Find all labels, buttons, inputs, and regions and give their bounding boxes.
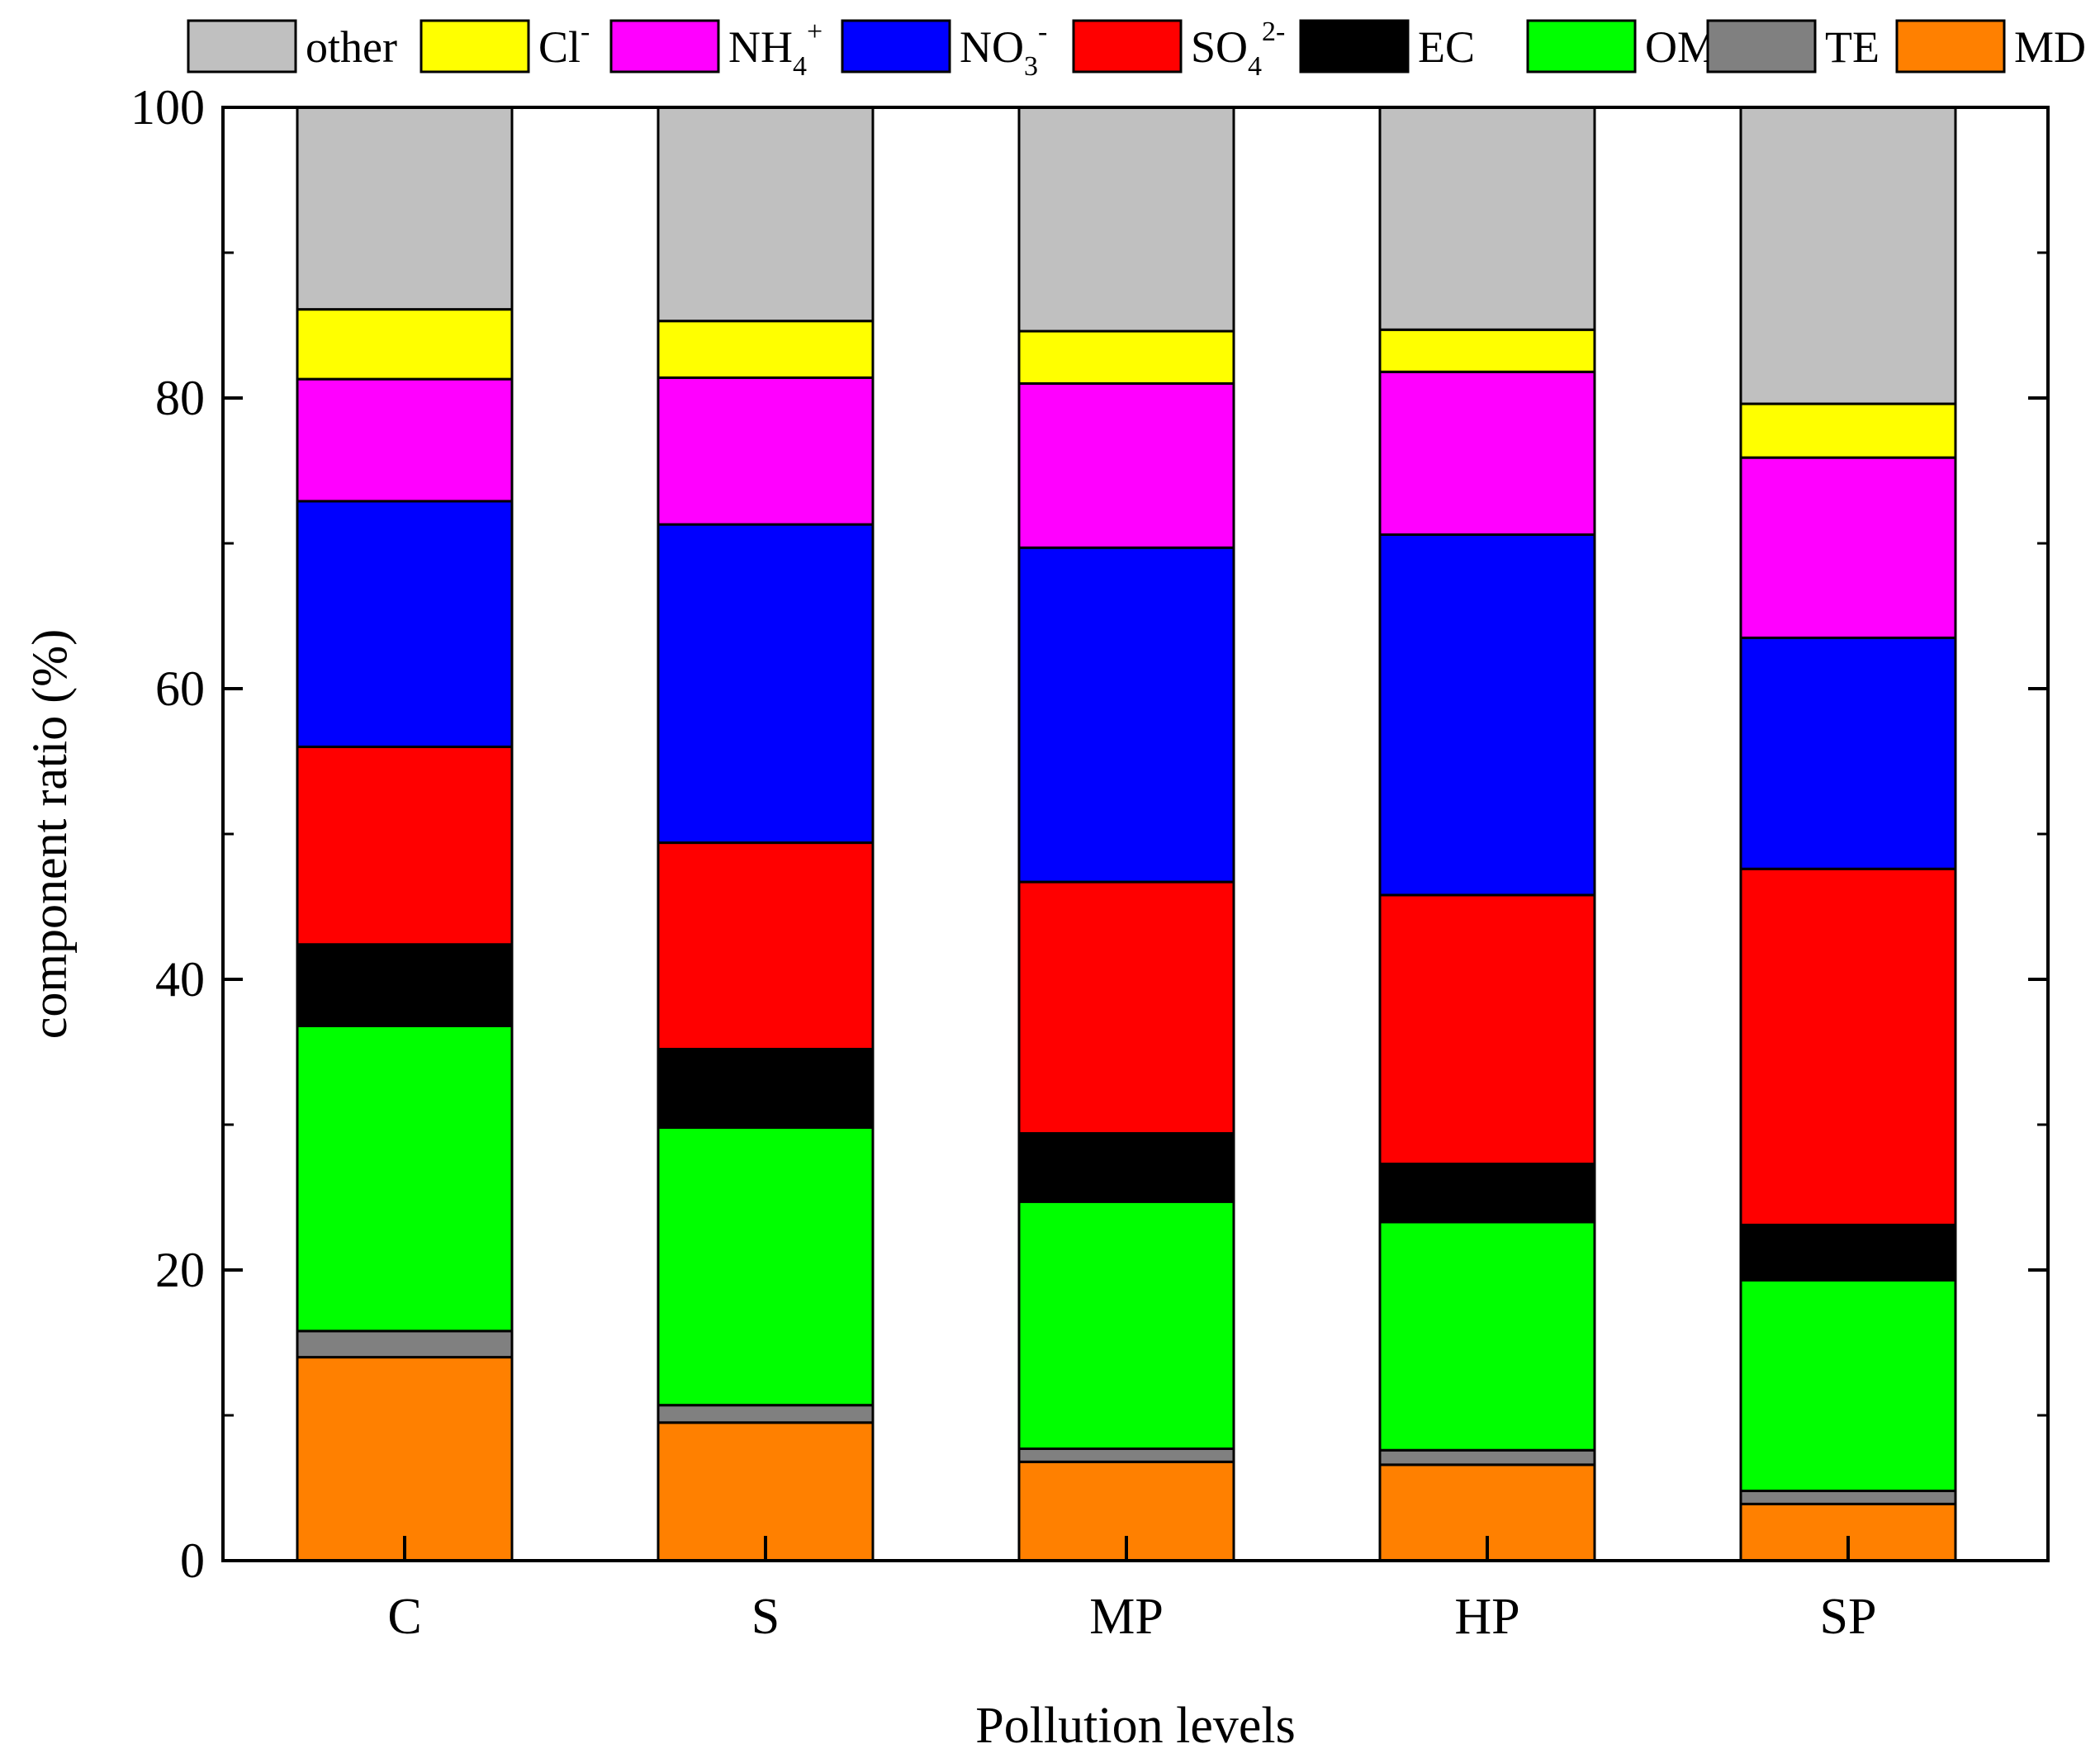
bar-segment-sp-no — [1739, 636, 1957, 870]
bar-segment-sp-te — [1739, 1490, 1957, 1505]
bar-segment-s-te — [657, 1404, 875, 1424]
bar-segment-s-cl — [657, 320, 875, 379]
bar-segment-c-no — [296, 500, 514, 748]
legend: other Cl- NH4+ NO3- SO42- EC OM TE MD — [187, 17, 2086, 82]
bar-segment-sp-nh — [1739, 456, 1957, 639]
bar-segment-s-so — [657, 841, 875, 1050]
legend-swatch-other — [187, 19, 297, 73]
legend-swatch-te — [1706, 19, 1817, 73]
bar-segment-mp-no — [1017, 546, 1235, 884]
y-axis-label: component ratio (%) — [22, 629, 77, 1040]
bar-segment-mp-te — [1017, 1447, 1235, 1463]
bar-segment-c-te — [296, 1329, 514, 1359]
bar-segment-hp-ec — [1378, 1163, 1596, 1224]
bar-segment-c-nh — [296, 377, 514, 503]
bar-segment-mp-om — [1017, 1200, 1235, 1450]
bar-segment-mp-ec — [1017, 1132, 1235, 1203]
x-axis: C S MP HP SP — [387, 1536, 1876, 1645]
bar-segment-sp-cl — [1739, 402, 1957, 459]
x-tick-label-mp: MP — [1089, 1589, 1164, 1645]
legend-label-cl: Cl- — [538, 17, 590, 72]
bar-segment-s-no — [657, 523, 875, 845]
bar-segment-mp-nh — [1017, 381, 1235, 549]
y-tick-label: 80 — [155, 371, 205, 425]
bar-segment-sp-ec — [1739, 1223, 1957, 1282]
legend-label-other: other — [306, 22, 397, 72]
legend-swatch-ec — [1299, 19, 1410, 73]
bar-segment-hp-other — [1378, 106, 1596, 331]
x-tick-label-s: S — [751, 1589, 780, 1645]
legend-label-ec: EC — [1418, 22, 1475, 72]
y-tick-label: 100 — [130, 80, 205, 135]
x-tick-label-c: C — [387, 1589, 421, 1645]
bar-segment-c-ec — [296, 943, 514, 1027]
legend-label-om: OM — [1645, 22, 1717, 72]
bar-segment-sp-om — [1739, 1278, 1957, 1493]
x-axis-label: Pollution levels — [975, 1698, 1296, 1754]
bar-segment-s-ec — [657, 1047, 875, 1130]
bar-segment-c-om — [296, 1024, 514, 1333]
y-tick-label: 20 — [155, 1243, 205, 1297]
bar-segment-c-other — [296, 106, 514, 311]
legend-label-no: NO3- — [960, 17, 1047, 82]
bar-segment-c-so — [296, 745, 514, 946]
legend-label-nh: NH4+ — [728, 17, 822, 82]
y-tick-label: 40 — [155, 952, 205, 1007]
bar-segment-s-other — [657, 106, 875, 323]
bar-segment-hp-om — [1378, 1220, 1596, 1452]
legend-swatch-nh — [609, 19, 720, 73]
bar-segment-hp-so — [1378, 893, 1596, 1166]
legend-swatch-so — [1072, 19, 1183, 73]
bar-segment-sp-so — [1739, 867, 1957, 1226]
bar-segment-mp-cl — [1017, 329, 1235, 385]
bar-segment-hp-cl — [1378, 328, 1596, 373]
legend-label-te: TE — [1825, 22, 1880, 72]
legend-swatch-no — [841, 19, 951, 73]
bar-segment-hp-nh — [1378, 370, 1596, 536]
bar-segment-mp-other — [1017, 106, 1235, 333]
y-axis: 0 20 40 60 80 100 — [130, 80, 2048, 1588]
legend-swatch-cl — [420, 19, 530, 73]
bar-segment-mp-so — [1017, 880, 1235, 1135]
legend-swatch-om — [1526, 19, 1637, 73]
bar-segment-s-nh — [657, 376, 875, 526]
x-tick-label-sp: SP — [1820, 1589, 1877, 1645]
bar-segment-hp-te — [1378, 1448, 1596, 1467]
y-tick-label: 60 — [155, 661, 205, 716]
bar-segment-c-md — [296, 1356, 514, 1562]
legend-swatch-md — [1895, 19, 2006, 73]
legend-label-so: SO42- — [1191, 17, 1285, 82]
bar-segment-c-cl — [296, 308, 514, 381]
bar-segment-s-om — [657, 1126, 875, 1407]
bar-segment-hp-no — [1378, 533, 1596, 897]
x-tick-label-hp: HP — [1454, 1589, 1519, 1645]
legend-label-md: MD — [2014, 22, 2086, 72]
bar-segment-sp-other — [1739, 106, 1957, 405]
bars-layer — [296, 106, 1957, 1562]
y-tick-label: 0 — [180, 1533, 205, 1588]
